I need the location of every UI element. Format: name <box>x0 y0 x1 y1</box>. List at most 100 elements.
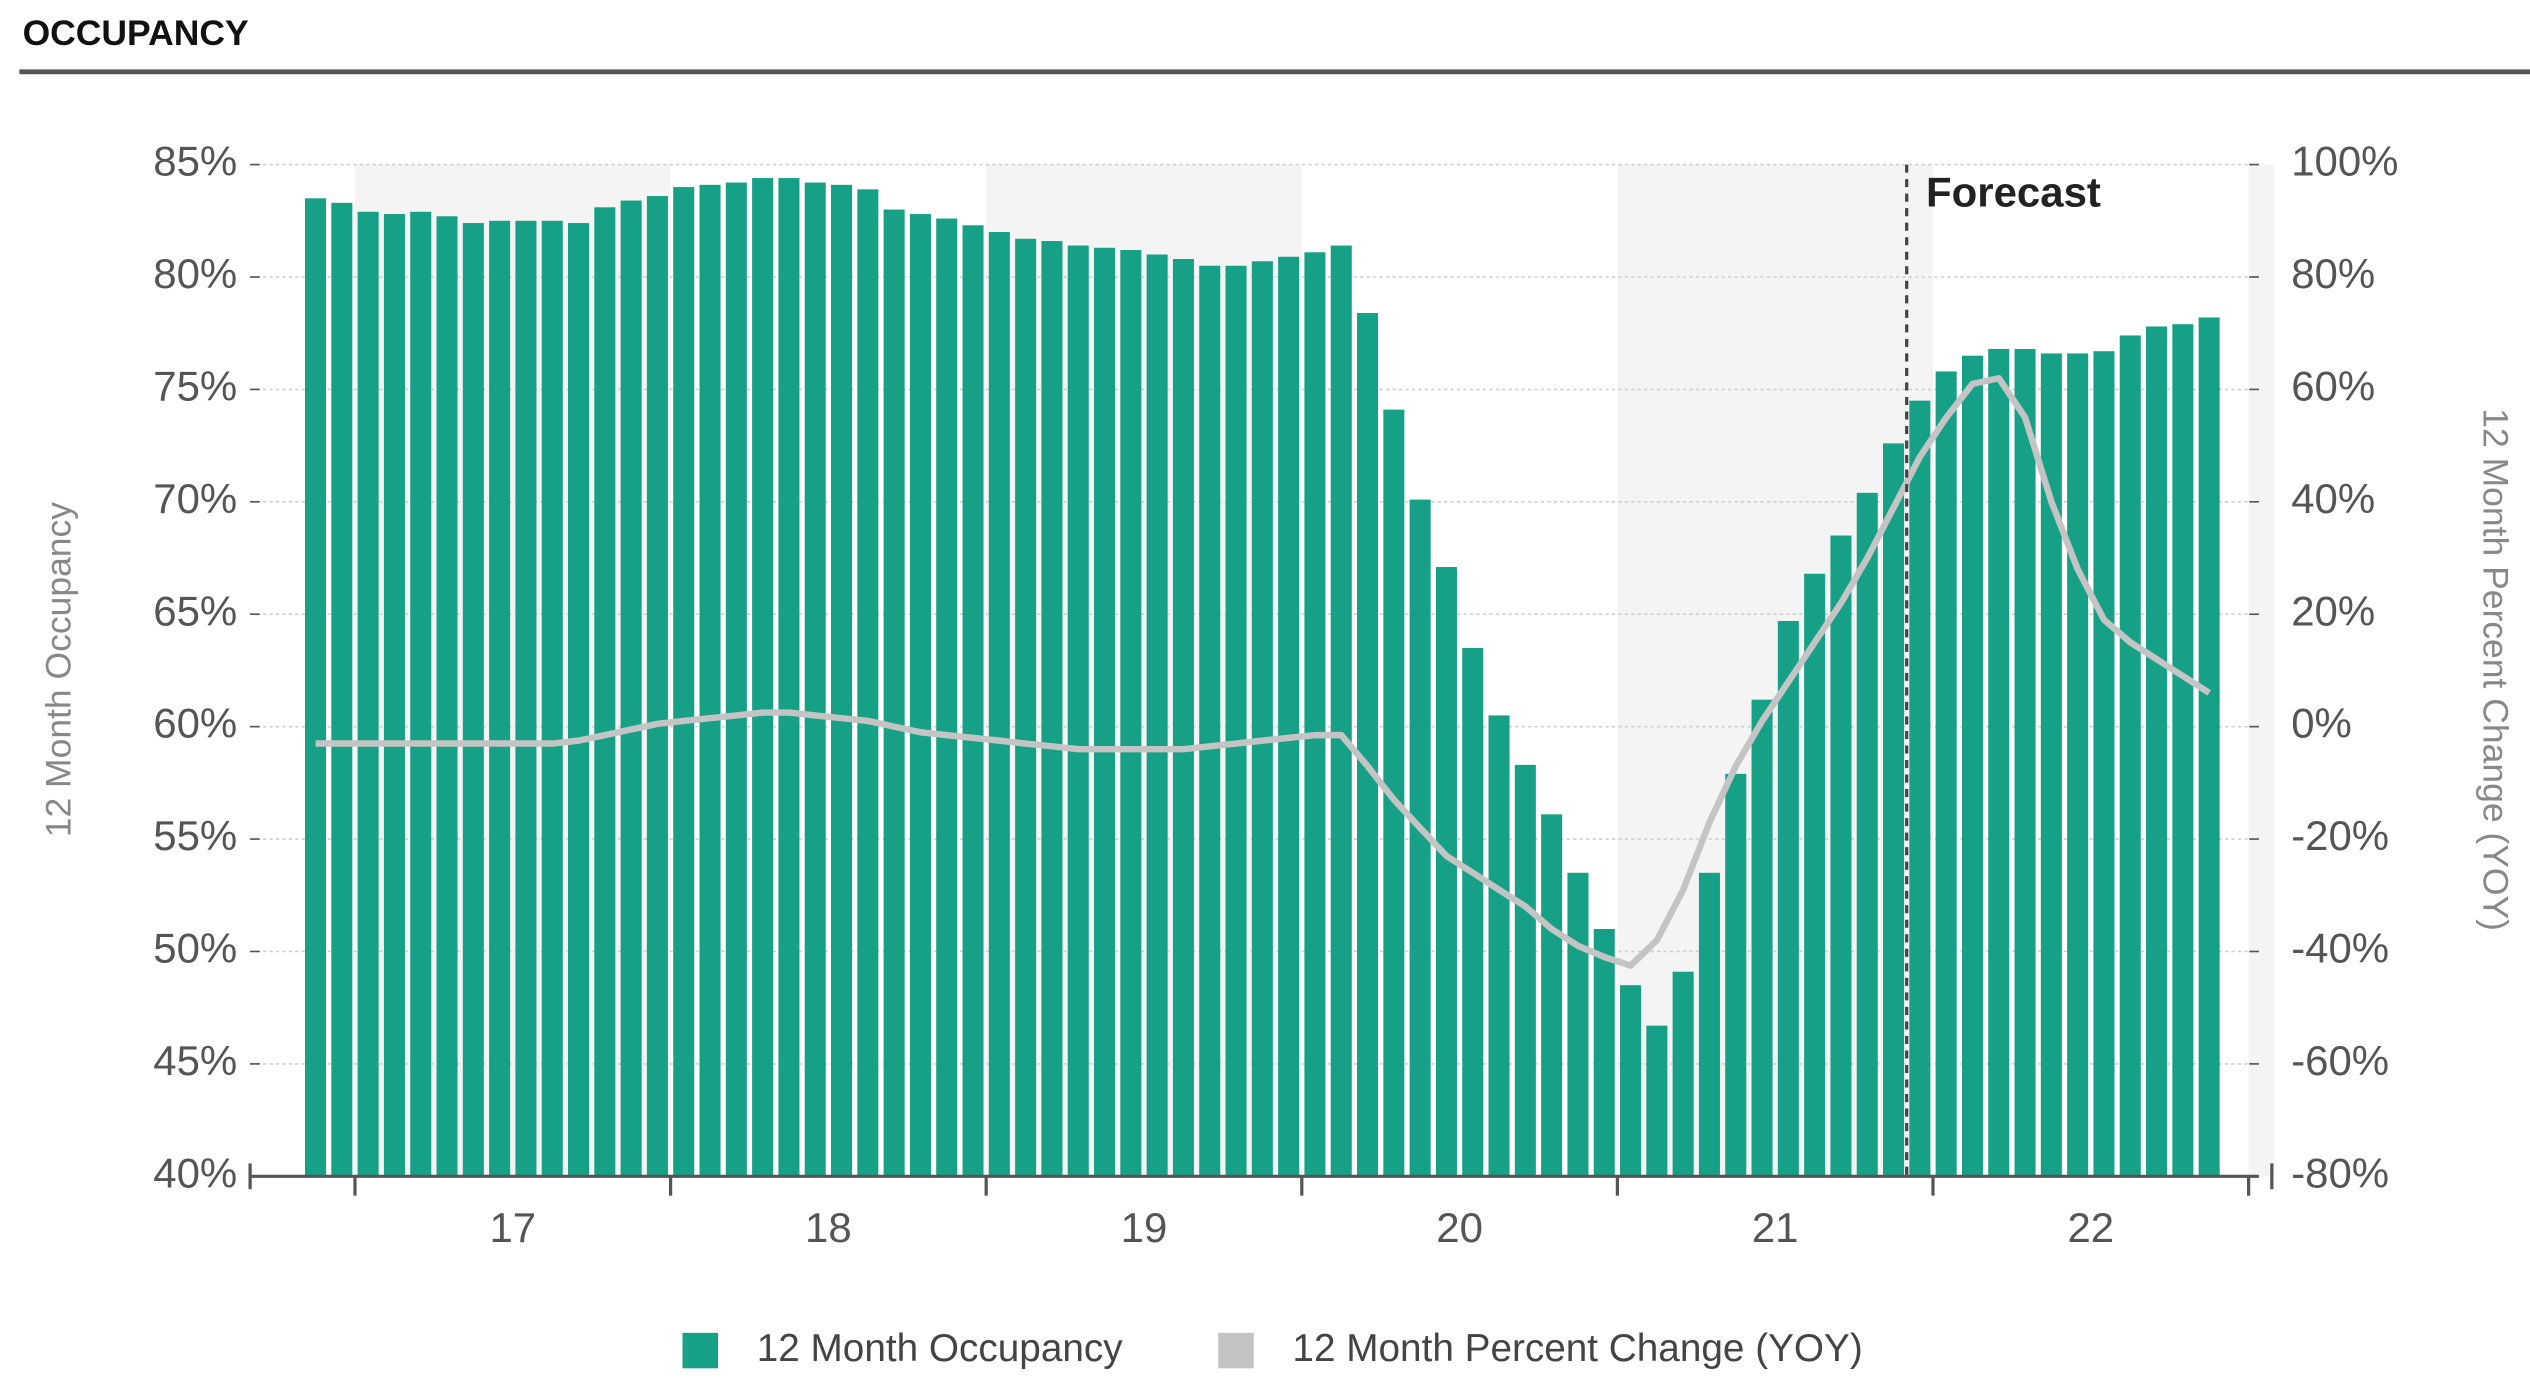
bar <box>1251 261 1273 1177</box>
bar <box>936 218 958 1177</box>
y-tick-label: 40% <box>153 1149 237 1196</box>
bar <box>462 223 484 1177</box>
y2-tick-label: 80% <box>2291 250 2375 297</box>
bar <box>909 214 931 1177</box>
bar <box>1856 492 1878 1177</box>
bar <box>305 198 327 1177</box>
bar <box>1725 773 1747 1177</box>
y2-tick-label: -60% <box>2291 1037 2389 1084</box>
y2-tick-label: -80% <box>2291 1149 2389 1196</box>
bar <box>1304 252 1326 1177</box>
bar <box>1172 259 1194 1177</box>
bar <box>857 189 879 1177</box>
bar <box>515 220 537 1177</box>
y2-tick-label: -40% <box>2291 925 2389 972</box>
line <box>315 374 2211 969</box>
bar <box>383 214 405 1177</box>
bar <box>646 196 668 1177</box>
bar <box>804 182 826 1177</box>
bar <box>357 211 379 1177</box>
y-tick-label: 75% <box>153 362 237 409</box>
bar <box>1988 348 2010 1177</box>
bar <box>2172 324 2194 1177</box>
y-tick-label: 55% <box>153 812 237 859</box>
bar <box>1567 872 1589 1177</box>
legend-swatch <box>682 1332 719 1369</box>
bar <box>1830 535 1852 1177</box>
x-tick-label: 19 <box>1121 1204 1168 1251</box>
bar <box>883 209 905 1177</box>
y2-tick-label: 0% <box>2291 700 2352 747</box>
bar <box>1067 245 1089 1177</box>
bar <box>778 178 800 1177</box>
bar <box>620 200 642 1177</box>
bar <box>1199 265 1221 1177</box>
bar <box>1278 256 1300 1177</box>
y-axis-title: 12 Month Occupancy <box>39 502 79 838</box>
bar <box>1514 764 1536 1177</box>
bar <box>1488 715 1510 1177</box>
bar <box>831 184 853 1177</box>
bar <box>1961 355 1983 1177</box>
bar <box>2198 317 2220 1177</box>
bar <box>2014 348 2036 1177</box>
x-tick-label: 21 <box>1752 1204 1799 1251</box>
bar <box>541 220 563 1177</box>
bar <box>2067 353 2089 1177</box>
bar <box>1094 247 1116 1177</box>
bar <box>1804 573 1826 1177</box>
bar <box>1357 312 1379 1177</box>
bar <box>1883 443 1905 1177</box>
bar <box>1015 238 1037 1177</box>
bar <box>331 202 353 1177</box>
bar <box>1541 814 1563 1177</box>
bar <box>2119 335 2141 1177</box>
bar <box>1698 872 1720 1177</box>
bar <box>1041 241 1063 1177</box>
bar <box>1330 245 1352 1177</box>
bar <box>436 216 458 1177</box>
y-tick-label: 65% <box>153 587 237 634</box>
title-rule <box>19 69 2530 75</box>
year-band <box>2248 164 2275 1177</box>
bar <box>410 211 432 1177</box>
x-tick-label: 20 <box>1436 1204 1483 1251</box>
bar <box>699 184 721 1177</box>
x-tick-label: 22 <box>2067 1204 2114 1251</box>
y2-tick-label: -20% <box>2291 812 2389 859</box>
bar <box>1909 400 1931 1177</box>
bar <box>1462 647 1484 1177</box>
bar <box>2093 351 2115 1177</box>
y-tick-label: 80% <box>153 250 237 297</box>
year-band <box>986 164 1302 1177</box>
bar <box>1435 567 1457 1177</box>
forecast-label: Forecast <box>1926 168 2101 215</box>
bar <box>988 232 1010 1177</box>
bar <box>594 207 616 1177</box>
bar <box>1146 254 1168 1177</box>
bar <box>752 178 774 1177</box>
bar <box>489 220 511 1177</box>
year-band <box>354 164 671 1177</box>
bar <box>1120 250 1142 1177</box>
bar <box>673 187 695 1177</box>
bar <box>568 223 590 1177</box>
bar <box>1409 499 1431 1177</box>
legend-label: 12 Month Percent Change (YOY) <box>1292 1327 1862 1370</box>
bar <box>1672 971 1694 1177</box>
bar <box>1935 371 1957 1177</box>
y2-tick-label: 60% <box>2291 362 2375 409</box>
y2-tick-label: 20% <box>2291 587 2375 634</box>
legend-label: 12 Month Occupancy <box>757 1327 1124 1370</box>
bar <box>1383 409 1405 1177</box>
legend-swatch <box>1218 1332 1254 1369</box>
bar <box>1646 1025 1668 1177</box>
bar <box>1777 620 1799 1177</box>
y2-tick-label: 40% <box>2291 475 2375 522</box>
year-band <box>1617 164 1933 1177</box>
bar <box>1225 265 1247 1177</box>
x-tick-label: 18 <box>805 1204 852 1251</box>
chart-title: OCCUPANCY <box>23 13 249 53</box>
